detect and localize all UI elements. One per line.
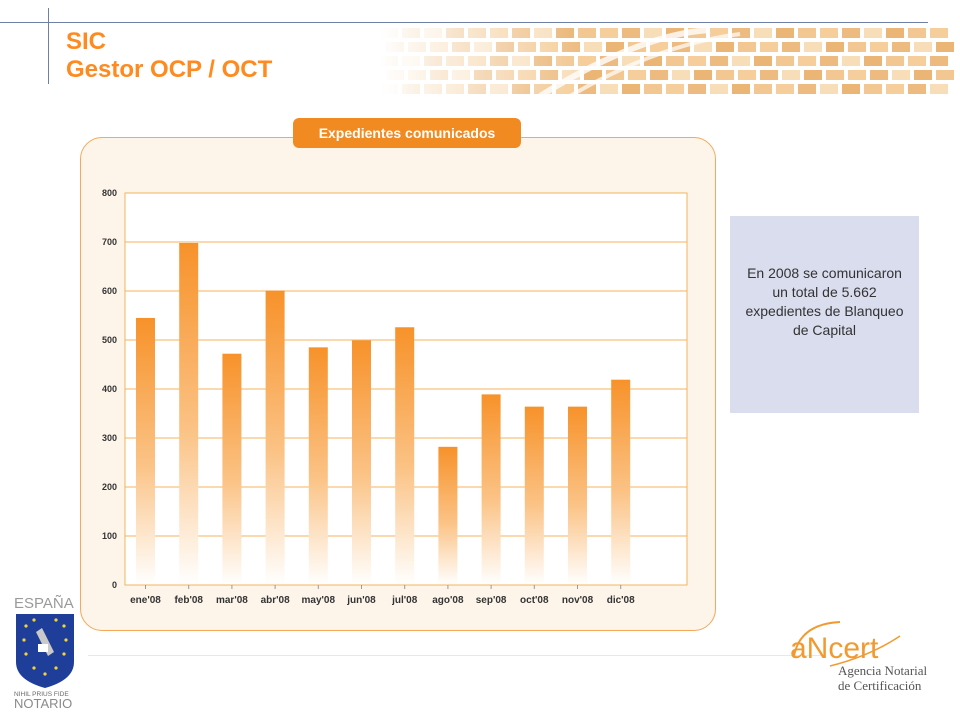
ancert-brand: aNcert <box>790 632 879 665</box>
y-tick-label: 0 <box>112 580 117 590</box>
bar-may08 <box>308 347 328 585</box>
y-tick-label: 600 <box>102 286 117 296</box>
bar-nov08 <box>568 406 587 585</box>
bar-feb08 <box>179 242 199 585</box>
y-tick-label: 500 <box>102 335 117 345</box>
bar-ago08 <box>438 446 458 585</box>
bar-dic08 <box>611 379 631 585</box>
x-tick-label: nov'08 <box>562 595 594 606</box>
x-tick-label: ene'08 <box>130 595 161 606</box>
x-tick-label: feb'08 <box>174 595 203 606</box>
x-tick-label: sep'08 <box>476 595 507 606</box>
y-tick-label: 300 <box>102 433 117 443</box>
y-tick-label: 700 <box>102 237 117 247</box>
plot-frame <box>124 192 688 586</box>
bar-abr08 <box>265 290 285 585</box>
footer-rule <box>88 655 823 656</box>
x-tick-label: abr'08 <box>261 595 291 606</box>
x-tick-label: ago'08 <box>432 595 464 606</box>
summary-note: En 2008 se comunicaron un total de 5.662… <box>730 216 919 413</box>
x-tick-label: jul'08 <box>391 595 418 606</box>
bar-sep08 <box>481 394 501 585</box>
header-vertical-rule <box>48 8 49 84</box>
svg-text:NOTARIO: NOTARIO <box>14 696 72 710</box>
svg-text:de Certificación: de Certificación <box>838 678 922 693</box>
ancert-logo: aNcert Agencia Notarial de Certificación <box>790 621 928 693</box>
x-tick-label: may'08 <box>302 595 336 606</box>
chart-title-tab: Expedientes comunicados <box>293 118 521 148</box>
page-title: SIC Gestor OCP / OCT <box>66 28 272 84</box>
x-tick-label: oct'08 <box>520 595 549 606</box>
header-banner-decoration <box>380 24 960 96</box>
bar-chart: 0 100 200 300 400 500 600 700 800 ene'08 feb'08 mar… <box>102 188 688 606</box>
x-tick-label: mar'08 <box>216 595 248 606</box>
bar-jun08 <box>352 340 371 585</box>
bar-ene08 <box>136 317 155 585</box>
bar-mar08 <box>222 353 242 585</box>
title-line-2: Gestor OCP / OCT <box>66 56 273 83</box>
espana-notario-logo: ESPAÑA NIHIL PRIUS FIDE NOTARIO <box>14 595 74 710</box>
y-tick-label: 200 <box>102 482 117 492</box>
x-tick-label: jun'08 <box>346 595 376 606</box>
svg-text:ESPAÑA: ESPAÑA <box>14 595 74 612</box>
svg-text:Agencia Notarial: Agencia Notarial <box>838 663 928 678</box>
header-top-rule <box>0 22 928 23</box>
y-tick-label: 100 <box>102 531 117 541</box>
y-tick-label: 400 <box>102 384 117 394</box>
title-line-1: SIC <box>66 28 107 55</box>
y-tick-label: 800 <box>102 188 117 198</box>
bar-oct08 <box>524 406 544 585</box>
bar-jul08 <box>395 327 415 585</box>
x-tick-label: dic'08 <box>607 595 635 606</box>
svg-text:NIHIL PRIUS FIDE: NIHIL PRIUS FIDE <box>14 691 69 698</box>
